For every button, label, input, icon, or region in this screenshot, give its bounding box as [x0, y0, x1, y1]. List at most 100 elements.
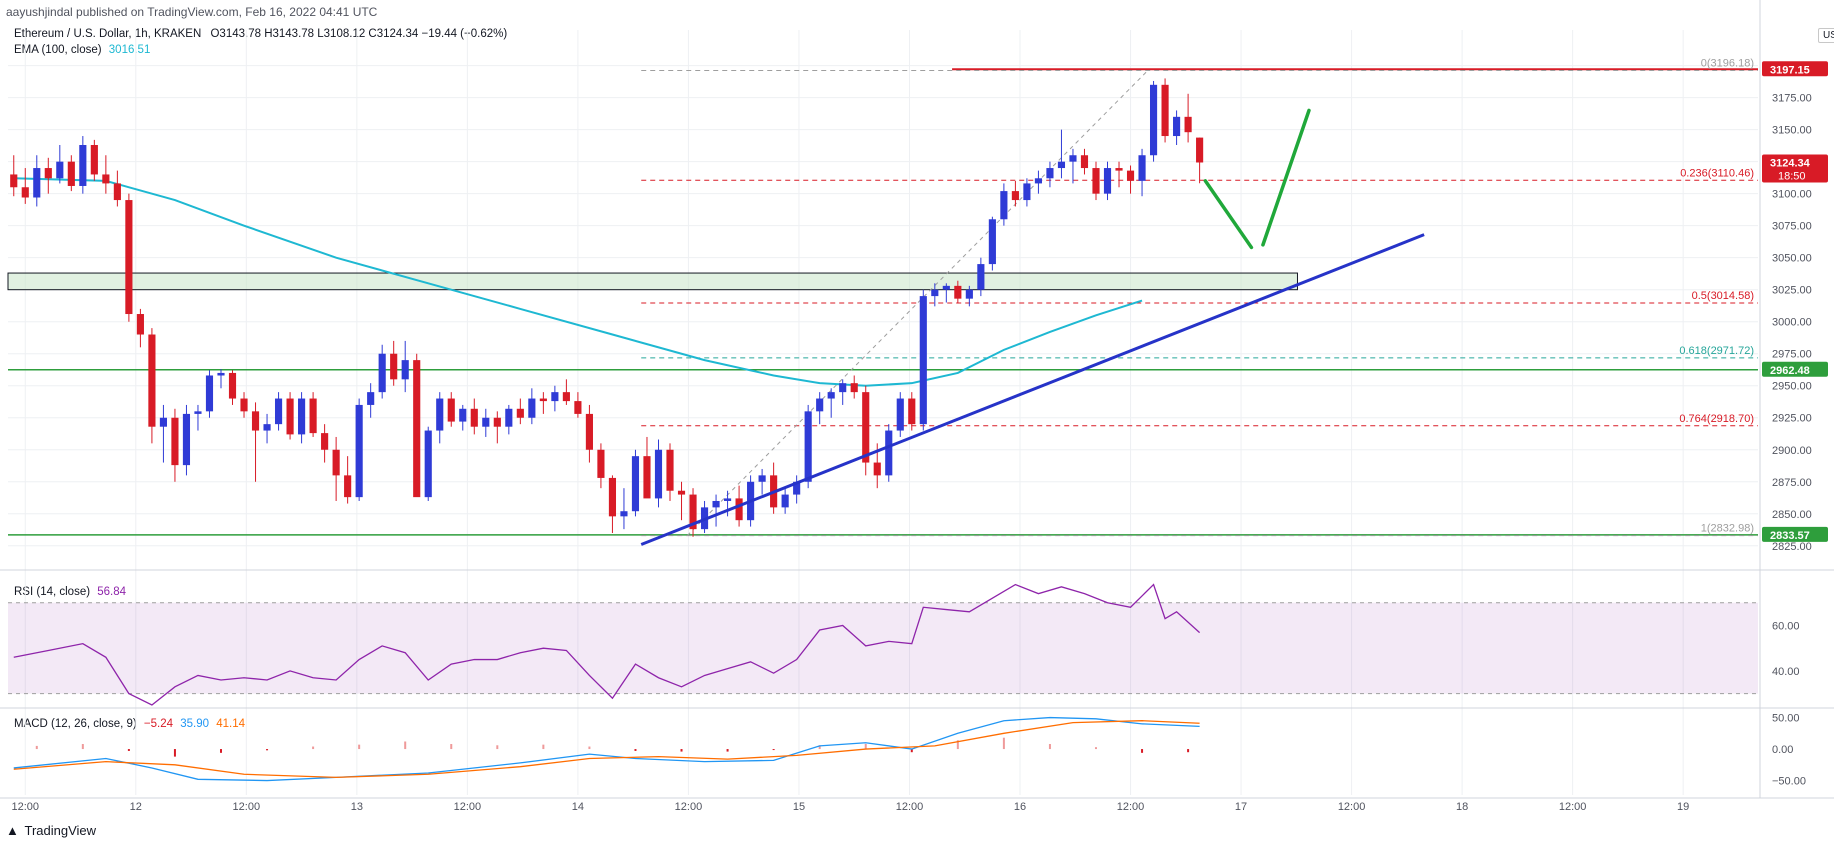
candle-up: [367, 392, 375, 405]
candle-down: [689, 494, 697, 530]
macd-histogram-bar: [864, 744, 867, 750]
macd-histogram-bar: [127, 749, 130, 751]
x-tick-label: 12:00: [896, 801, 924, 813]
x-tick-label: 15: [793, 801, 805, 813]
candle-down: [240, 398, 248, 412]
candle-up: [505, 408, 513, 427]
rsi-value: 56.84: [97, 586, 127, 598]
support-zone: [7, 272, 1298, 291]
candle-up: [482, 417, 490, 427]
currency-label[interactable]: USD: [1818, 28, 1834, 43]
fib-level-label: 0.764(2918.70): [1679, 413, 1754, 425]
macd-histogram-bar: [910, 749, 913, 753]
candle-up: [194, 411, 202, 414]
candle-down: [574, 401, 582, 414]
candle-down: [390, 353, 398, 380]
y-tick-label: 2900.00: [1772, 445, 1812, 457]
projection-up-line: [1261, 108, 1311, 247]
macd-histogram-bar: [1141, 749, 1144, 753]
y-tick-label: 2925.00: [1772, 413, 1812, 425]
candle-down: [286, 398, 294, 435]
macd-histogram-bar: [588, 746, 591, 750]
candle-up: [988, 219, 996, 265]
fib-diagonal: [686, 70, 1149, 536]
rsi-tick-label: 60.00: [1772, 620, 1800, 632]
candle-down: [251, 411, 260, 431]
candle-down: [873, 462, 881, 476]
candle-up: [631, 456, 640, 512]
x-tick-label: 14: [572, 801, 584, 813]
macd-histogram-bar: [1002, 737, 1005, 750]
candle-up: [1138, 155, 1146, 181]
symbol-title[interactable]: Ethereum / U.S. Dollar, 1h, KRAKEN O3143…: [14, 28, 507, 40]
candle-down: [908, 398, 916, 425]
candle-down: [309, 398, 317, 434]
macd-line-value: 35.90: [180, 718, 210, 730]
candle-down: [643, 456, 651, 499]
candle-up: [528, 398, 536, 418]
rsi-band: [8, 602, 1758, 694]
x-tick-label: 12:00: [1338, 801, 1366, 813]
signal-line: [13, 720, 1200, 779]
y-tick-label: 3050.00: [1772, 253, 1812, 265]
y-tick-label: 2950.00: [1772, 381, 1812, 393]
y-tick-label: 3075.00: [1772, 221, 1812, 233]
y-tick-label: 3100.00: [1772, 189, 1812, 201]
ema-legend[interactable]: EMA (100, close) 3016.51: [14, 44, 150, 56]
y-tick-label: 3000.00: [1772, 317, 1812, 329]
price-tag-value: 3124.34: [1770, 157, 1811, 169]
macd-histogram-bar: [266, 749, 269, 751]
candle-down: [67, 161, 75, 186]
rsi-legend[interactable]: RSI (14, close) 56.84: [14, 586, 126, 598]
macd-histogram-bar: [634, 749, 637, 751]
candle-up: [436, 398, 444, 431]
candle-up: [56, 161, 64, 179]
macd-histogram-bar: [81, 744, 84, 750]
macd-histogram-bar: [1187, 749, 1190, 753]
macd-histogram-bar: [496, 745, 499, 750]
candle-down: [21, 187, 29, 198]
candle-up: [839, 383, 847, 393]
ema-line: [13, 177, 1143, 387]
macd-histogram-bar: [772, 749, 775, 751]
candle-up: [1000, 191, 1008, 220]
tradingview-logo-icon: ▲: [6, 823, 19, 838]
candle-down: [862, 392, 870, 463]
projection-down-line: [1203, 179, 1254, 250]
x-tick-label: 17: [1235, 801, 1247, 813]
candle-up: [942, 285, 950, 290]
candle-up: [781, 494, 789, 508]
brand-name: TradingView: [24, 823, 97, 838]
macd-histogram-bar: [726, 749, 729, 752]
candle-up: [205, 375, 214, 412]
candle-up: [298, 398, 306, 435]
candle-up: [1057, 161, 1066, 169]
macd-histogram-bar: [358, 744, 361, 750]
symbol-name: Ethereum / U.S. Dollar, 1h, KRAKEN: [14, 28, 202, 40]
candle-up: [551, 392, 559, 402]
candle-up: [804, 411, 812, 482]
x-tick-label: 18: [1456, 801, 1468, 813]
macd-histogram-bar: [312, 746, 315, 750]
candle-up: [1173, 116, 1181, 137]
candle-down: [113, 183, 121, 201]
macd-histogram-bar: [680, 749, 683, 752]
candle-up: [827, 392, 835, 399]
macd-value: −5.24: [143, 718, 174, 730]
candle-up: [1034, 178, 1042, 184]
candle-up: [758, 475, 766, 482]
candle-up: [712, 500, 720, 508]
candle-down: [447, 398, 455, 422]
macd-line: [13, 716, 1200, 782]
ascending-trendline: [640, 233, 1425, 546]
x-tick-label: 12:00: [1559, 801, 1587, 813]
macd-histogram-bar: [956, 740, 959, 750]
candle-down: [413, 360, 421, 498]
x-tick-label: 12:00: [675, 801, 703, 813]
candle-up: [355, 404, 363, 498]
candle-up: [965, 289, 973, 299]
fib-level-label: 0.236(3110.46): [1680, 167, 1754, 179]
brand-footer[interactable]: ▲ TradingView: [6, 823, 96, 838]
macd-legend[interactable]: MACD (12, 26, close, 9) −5.24 35.90 41.1…: [14, 718, 245, 730]
